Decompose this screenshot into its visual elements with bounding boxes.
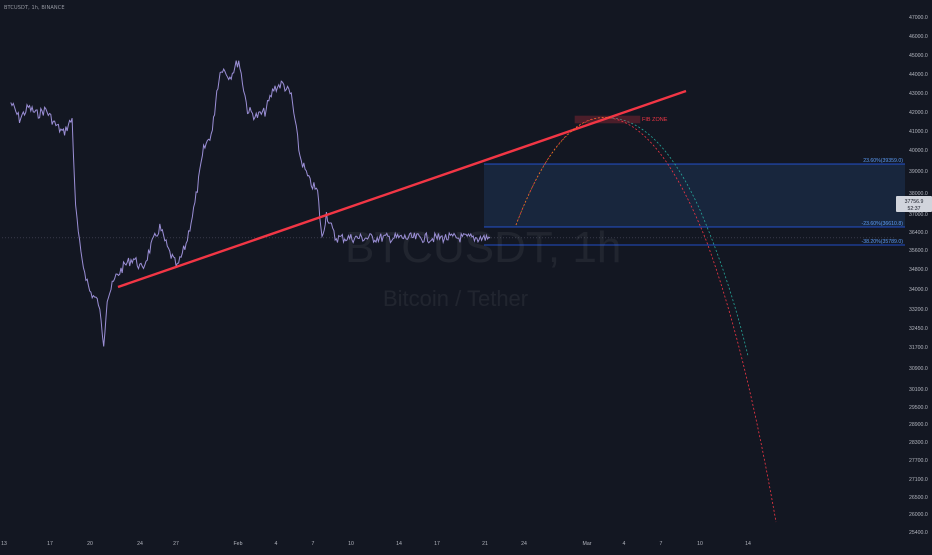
y-tick-label: 25400.0 [909, 530, 928, 536]
y-tick-label: 29500.0 [909, 405, 928, 411]
y-tick-label: 32450.0 [909, 326, 928, 332]
current-price-tag: 37756.952:37 [896, 196, 932, 212]
y-tick-label: 27700.0 [909, 458, 928, 464]
projection [515, 117, 777, 523]
y-tick-label: 28300.0 [909, 440, 928, 446]
y-tick-label: 33200.0 [909, 307, 928, 313]
y-tick-label: 46000.0 [909, 34, 928, 40]
fib-zone-fill [484, 164, 905, 227]
x-tick-label: Mar [583, 541, 592, 547]
x-tick-label: 14 [745, 541, 751, 547]
price-tag-countdown: 52:37 [908, 206, 921, 212]
watermark-description: Bitcoin / Tether [383, 286, 528, 311]
x-tick-label: 24 [137, 541, 143, 547]
x-tick-label: 14 [396, 541, 402, 547]
x-tick-label: 17 [47, 541, 53, 547]
fib-level-label: 23.60%(39359.0) [863, 158, 903, 164]
projection-green-curve [611, 117, 749, 357]
x-tick-label: 4 [275, 541, 278, 547]
y-tick-label: 34000.0 [909, 287, 928, 293]
y-tick-label: 44000.0 [909, 72, 928, 78]
zone-box[interactable]: FIB ZONE [574, 115, 668, 124]
y-tick-label: 26500.0 [909, 495, 928, 501]
y-tick-label: 26000.0 [909, 512, 928, 518]
y-axis[interactable]: 47000.0 46000.0 45000.0 44000.0 43000.0 42000… [909, 15, 928, 536]
zone-box-rect [574, 115, 641, 124]
y-tick-label: 34800.0 [909, 267, 928, 273]
y-tick-label: 40000.0 [909, 148, 928, 154]
x-tick-label: Feb [234, 541, 243, 547]
y-tick-label: 30100.0 [909, 387, 928, 393]
price-series [2, 60, 896, 347]
y-tick-label: 38000.0 [909, 191, 928, 197]
trendline[interactable] [117, 89, 687, 289]
y-tick-label: 28900.0 [909, 422, 928, 428]
x-tick-label: 17 [434, 541, 440, 547]
x-tick-label: 20 [87, 541, 93, 547]
y-tick-label: 37000.0 [909, 212, 928, 218]
y-tick-label: 39000.0 [909, 169, 928, 175]
chart-header-title: BTCUSDT, 1h, BINANCE [4, 5, 65, 11]
x-tick-label: 7 [660, 541, 663, 547]
x-tick-label: 10 [348, 541, 354, 547]
y-tick-label: 35600.0 [909, 248, 928, 254]
y-tick-label: 31700.0 [909, 345, 928, 351]
price-tag-bg [896, 196, 932, 212]
trendline-line [117, 89, 687, 289]
watermark-symbol: BTCUSDT, 1h [345, 223, 621, 272]
fib-zone[interactable]: 23.60%(39359.0) -23.60%(36610.8) -38.20%(3… [484, 158, 905, 246]
y-tick-label: 45000.0 [909, 53, 928, 59]
y-tick-label: 42000.0 [909, 110, 928, 116]
y-tick-label: 47000.0 [909, 15, 928, 21]
x-tick-label: 13 [1, 541, 7, 547]
x-tick-label: 24 [521, 541, 527, 547]
y-tick-label: 41000.0 [909, 129, 928, 135]
y-tick-label: 30900.0 [909, 366, 928, 372]
zone-box-label: FIB ZONE [642, 117, 668, 123]
x-tick-label: 4 [623, 541, 626, 547]
y-tick-label: 36400.0 [909, 230, 928, 236]
fib-level-label: -38.20%(35789.0) [861, 239, 903, 245]
projection-red-curve [515, 117, 777, 523]
price-line [10, 60, 491, 347]
x-tick-label: 27 [173, 541, 179, 547]
watermark: BTCUSDT, 1h Bitcoin / Tether [345, 223, 621, 311]
price-tag-value: 37756.9 [905, 199, 924, 205]
x-tick-label: 21 [482, 541, 488, 547]
y-tick-label: 27100.0 [909, 477, 928, 483]
x-tick-label: 10 [697, 541, 703, 547]
x-tick-label: 7 [312, 541, 315, 547]
y-tick-label: 43000.0 [909, 91, 928, 97]
x-axis[interactable]: 13 17 20 24 27 Feb 4 7 10 14 17 21 24 Mar 4 7 10 14 [1, 541, 751, 547]
fib-level-label: -23.60%(36610.8) [861, 221, 903, 227]
